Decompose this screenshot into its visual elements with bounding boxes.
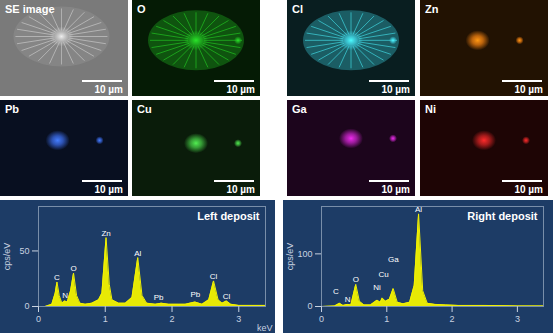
svg-text:10 µm: 10 µm [514,184,543,195]
svg-text:50: 50 [19,246,29,256]
svg-text:Cu: Cu [378,270,388,279]
svg-text:0: 0 [36,314,41,324]
svg-text:10 µm: 10 µm [226,84,255,95]
svg-text:Pb: Pb [154,293,164,302]
svg-text:Ga: Ga [292,103,308,115]
svg-text:Zn: Zn [425,3,439,15]
svg-text:Ga: Ga [388,255,399,264]
svg-text:0: 0 [24,301,29,311]
svg-text:1: 1 [103,314,108,324]
svg-text:Cu: Cu [137,103,152,115]
svg-text:10 µm: 10 µm [226,184,255,195]
svg-text:C: C [333,287,339,296]
svg-text:Pb: Pb [190,290,200,299]
svg-text:cps/eV: cps/eV [2,243,12,271]
svg-text:keV: keV [257,323,273,333]
svg-text:N: N [62,291,68,300]
svg-text:O: O [353,275,359,284]
svg-text:3: 3 [515,314,520,324]
svg-text:SE image: SE image [5,3,55,15]
svg-text:100: 100 [297,249,312,259]
svg-text:Cl: Cl [210,272,218,281]
svg-text:Pb: Pb [5,103,19,115]
svg-text:10 µm: 10 µm [381,84,410,95]
svg-text:O: O [70,264,76,273]
svg-text:Ni: Ni [425,103,436,115]
svg-text:N: N [345,295,351,304]
svg-text:10 µm: 10 µm [381,184,410,195]
svg-text:10 µm: 10 µm [94,184,123,195]
svg-text:10 µm: 10 µm [94,84,123,95]
svg-text:0: 0 [319,314,324,324]
svg-text:Al: Al [415,205,422,214]
svg-text:0: 0 [307,301,312,311]
svg-text:2: 2 [450,314,455,324]
svg-text:10 µm: 10 µm [514,84,543,95]
svg-text:1: 1 [384,314,389,324]
svg-text:Al: Al [134,249,141,258]
svg-text:O: O [137,3,146,15]
svg-text:3: 3 [236,314,241,324]
svg-text:Right deposit: Right deposit [467,210,538,222]
svg-text:Zn: Zn [101,229,110,238]
svg-text:2: 2 [170,314,175,324]
svg-text:Cl: Cl [292,3,303,15]
svg-text:cps/eV: cps/eV [285,243,295,271]
svg-text:Cl: Cl [223,292,231,301]
svg-text:Ni: Ni [373,283,381,292]
svg-text:Left deposit: Left deposit [197,210,260,222]
svg-text:C: C [54,273,60,282]
